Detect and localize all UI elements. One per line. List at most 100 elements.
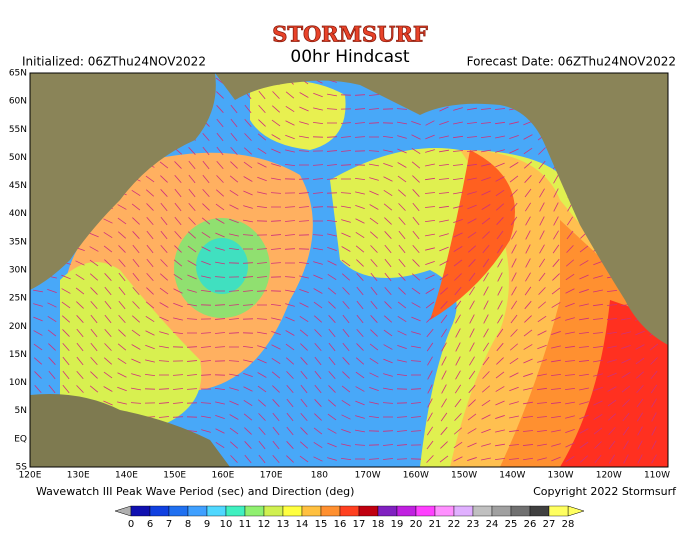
lat-label: EQ (14, 434, 27, 444)
arrow (340, 192, 352, 194)
arrow (355, 191, 365, 195)
arrow (608, 413, 616, 421)
arrow (340, 150, 352, 152)
arrow (312, 234, 324, 236)
arrow (215, 247, 225, 251)
map-frame (29, 72, 669, 468)
arrow (397, 162, 407, 168)
arrow (243, 359, 253, 363)
arrow (299, 329, 309, 337)
arrow (230, 455, 238, 463)
arrow (76, 385, 84, 393)
arrow (299, 121, 309, 125)
legend-label: 19 (391, 519, 404, 530)
arrow (510, 314, 518, 324)
arrow (258, 90, 266, 100)
arrow (187, 260, 197, 266)
arrow (341, 443, 351, 447)
arrow (216, 118, 224, 128)
arrow (158, 360, 170, 362)
arrow (75, 273, 85, 281)
lat-label: 40N (9, 209, 27, 219)
arrow (565, 317, 575, 321)
arrow (313, 427, 323, 435)
legend-label: 10 (220, 519, 233, 530)
arrow (355, 245, 365, 253)
arrow (90, 314, 98, 324)
arrow (328, 328, 336, 338)
arrow (202, 203, 210, 211)
legend-label: 18 (372, 519, 385, 530)
lat-label: 5N (15, 406, 27, 416)
arrow (215, 414, 225, 420)
arrow (522, 430, 534, 432)
legend-swatch (225, 505, 246, 517)
arrow (411, 345, 421, 349)
arrow (229, 218, 239, 224)
arrow (146, 273, 154, 281)
arrow (565, 331, 575, 335)
arrow (188, 147, 196, 155)
arrow (187, 274, 197, 280)
arrow (159, 331, 169, 335)
arrow (342, 371, 350, 379)
arrow (396, 444, 408, 446)
arrow (467, 204, 477, 210)
arrow (453, 219, 463, 223)
arrow (326, 178, 338, 180)
arrow (607, 399, 617, 407)
arrow (369, 217, 379, 225)
arrow (441, 384, 447, 394)
arrow (256, 318, 268, 320)
arrow (524, 315, 532, 323)
arrow (243, 176, 253, 182)
arrow (214, 276, 226, 278)
arrow (441, 356, 447, 366)
arrow (200, 374, 212, 376)
arrow (75, 260, 85, 266)
arrow (622, 412, 630, 422)
arrow (607, 345, 617, 349)
arrow (117, 401, 127, 405)
arrow (651, 412, 657, 422)
arrow (356, 273, 364, 281)
arrow (216, 132, 224, 142)
title: 00hr Hindcast (290, 47, 409, 67)
arrow (75, 287, 85, 295)
arrow (453, 191, 463, 195)
arrow (257, 385, 267, 393)
arrow (636, 371, 644, 379)
arrow (47, 302, 57, 308)
arrow (356, 343, 364, 351)
arrow (482, 342, 490, 352)
arrow (412, 259, 420, 267)
arrow (467, 218, 477, 224)
legend-arrow-right (567, 505, 585, 517)
legend-swatch (510, 505, 531, 517)
arrow (509, 386, 519, 392)
arrow (130, 402, 142, 404)
arrow (511, 244, 517, 254)
arrow (117, 372, 127, 378)
arrow (244, 454, 252, 464)
arrow (370, 315, 378, 323)
arrow (452, 164, 464, 166)
lon-label: 140W (499, 471, 525, 481)
arrow (299, 106, 309, 112)
arrow (495, 176, 505, 182)
arrow (564, 345, 576, 349)
arrow (623, 440, 629, 450)
arrow (299, 275, 309, 279)
arrow (524, 175, 532, 183)
arrow (271, 330, 281, 336)
arrow (455, 328, 461, 338)
arrow (89, 259, 99, 267)
arrow (285, 343, 295, 351)
arrow (300, 357, 308, 365)
arrow (131, 315, 141, 323)
arrow (410, 360, 422, 362)
arrow (467, 245, 477, 253)
arrow (214, 387, 226, 391)
arrow (104, 328, 112, 338)
arrow (481, 163, 491, 167)
